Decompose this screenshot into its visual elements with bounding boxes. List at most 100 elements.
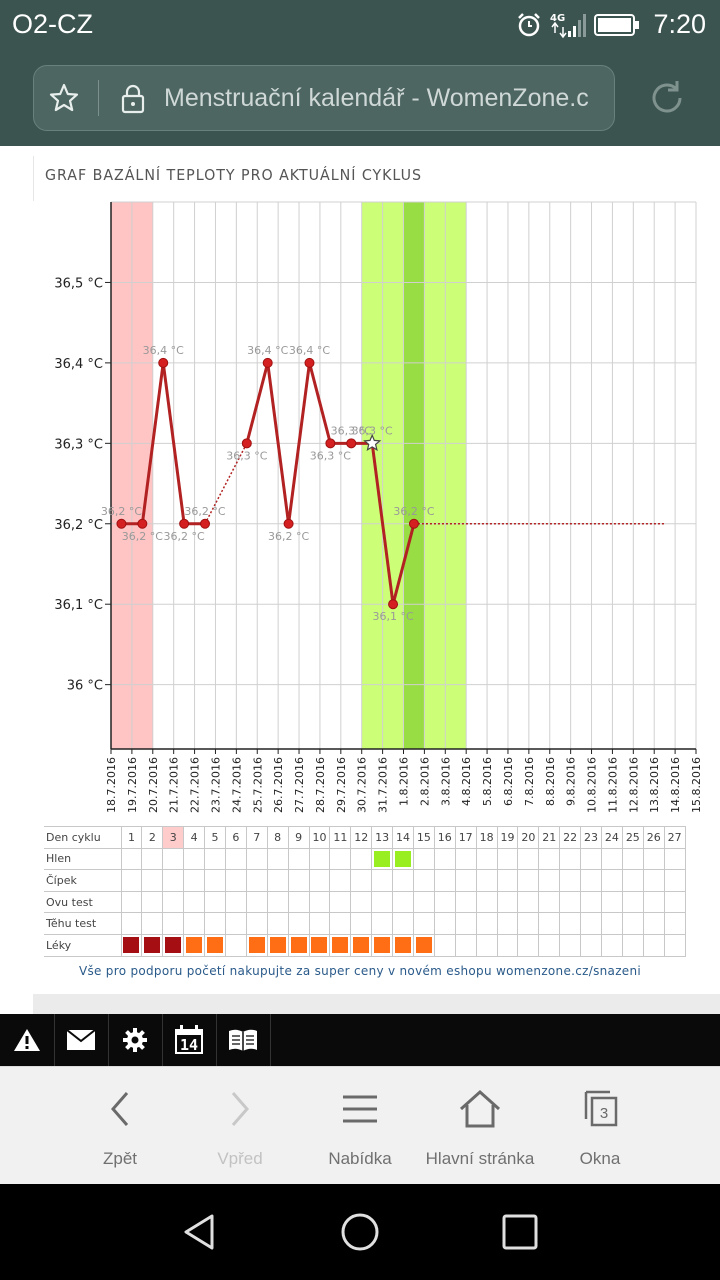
cycle-cell[interactable] [454,847,477,871]
cycle-cell[interactable] [120,890,143,914]
cycle-cell[interactable] [287,869,310,892]
cycle-cell[interactable] [580,912,602,935]
cycle-cell[interactable] [162,912,185,935]
cycle-cell[interactable] [475,933,498,957]
cycle-cell[interactable] [204,847,226,871]
cycle-cell[interactable] [642,933,665,957]
cycle-cell[interactable] [600,890,623,914]
cycle-cell[interactable] [392,890,414,914]
cycle-cell[interactable] [224,933,247,957]
cycle-cell[interactable] [475,847,498,871]
cycle-cell[interactable] [621,869,644,892]
cycle-cell[interactable] [621,890,644,914]
cycle-cell[interactable] [350,933,373,957]
cycle-cell[interactable] [224,912,247,935]
cycle-cell[interactable] [371,912,394,935]
cycle-cell[interactable] [329,869,352,892]
cycle-cell[interactable] [162,890,185,914]
cycle-cell[interactable] [308,933,331,957]
cycle-cell[interactable] [663,912,686,935]
cycle-cell[interactable] [454,890,477,914]
cycle-cell[interactable] [517,890,540,914]
cycle-cell[interactable] [600,869,623,892]
cycle-cell[interactable] [183,912,206,935]
cycle-cell[interactable] [183,847,206,871]
cycle-cell[interactable] [266,890,289,914]
cycle-cell[interactable] [496,847,519,871]
cycle-cell[interactable] [642,869,665,892]
cycle-cell[interactable] [266,869,289,892]
cycle-cell[interactable] [559,912,582,935]
system-home-icon[interactable] [336,1208,384,1256]
cycle-cell[interactable] [538,869,561,892]
cycle-cell[interactable] [141,890,164,914]
cycle-cell[interactable] [600,847,623,871]
cycle-cell[interactable] [287,890,310,914]
cycle-cell[interactable] [120,869,143,892]
cycle-cell[interactable] [245,933,268,957]
cycle-cell[interactable] [559,869,582,892]
cycle-cell[interactable] [559,890,582,914]
guide-button[interactable] [217,1014,269,1066]
cycle-cell[interactable] [287,912,310,935]
cycle-cell[interactable] [183,869,206,892]
cycle-cell[interactable] [559,933,582,957]
cycle-cell[interactable] [183,890,206,914]
cycle-cell[interactable] [245,847,268,871]
system-back-icon[interactable] [176,1208,224,1256]
cycle-cell[interactable] [287,933,310,957]
cycle-cell[interactable] [517,847,540,871]
cycle-cell[interactable] [496,933,519,957]
cycle-cell[interactable] [663,869,686,892]
messages-button[interactable] [55,1014,107,1066]
cycle-cell[interactable] [204,912,226,935]
cycle-cell[interactable] [141,869,164,892]
cycle-cell[interactable] [412,890,435,914]
cycle-cell[interactable] [621,847,644,871]
cycle-cell[interactable] [517,912,540,935]
cycle-cell[interactable] [204,890,226,914]
cycle-cell[interactable] [412,933,435,957]
cycle-cell[interactable] [496,890,519,914]
cycle-cell[interactable] [350,869,373,892]
cycle-cell[interactable] [120,847,143,871]
bookmark-star-icon[interactable] [48,82,80,114]
cycle-cell[interactable] [266,912,289,935]
cycle-cell[interactable] [141,847,164,871]
cycle-cell[interactable] [329,847,352,871]
cycle-cell[interactable] [475,869,498,892]
cycle-cell[interactable] [224,847,247,871]
cycle-cell[interactable] [162,847,185,871]
cycle-cell[interactable] [580,933,602,957]
cycle-cell[interactable] [433,869,456,892]
cycle-cell[interactable] [517,933,540,957]
cycle-cell[interactable] [245,890,268,914]
cycle-cell[interactable] [433,890,456,914]
home-button[interactable]: Hlavní stránka [410,1067,550,1185]
cycle-cell[interactable] [454,869,477,892]
cycle-cell[interactable] [308,847,331,871]
cycle-cell[interactable] [600,912,623,935]
cycle-cell[interactable] [162,933,185,957]
cycle-cell[interactable] [538,912,561,935]
forward-button[interactable]: Vpřed [170,1067,310,1185]
cycle-cell[interactable] [538,847,561,871]
cycle-cell[interactable] [204,933,226,957]
cycle-cell[interactable] [454,933,477,957]
system-recents-icon[interactable] [496,1208,544,1256]
cycle-cell[interactable] [371,890,394,914]
cycle-cell[interactable] [350,847,373,871]
cycle-cell[interactable] [496,869,519,892]
cycle-cell[interactable] [329,912,352,935]
cycle-cell[interactable] [475,912,498,935]
cycle-cell[interactable] [392,869,414,892]
back-button[interactable]: Zpět [50,1067,190,1185]
alert-button[interactable] [1,1014,53,1066]
cycle-cell[interactable] [412,912,435,935]
cycle-cell[interactable] [224,869,247,892]
cycle-cell[interactable] [224,890,247,914]
cycle-cell[interactable] [266,933,289,957]
cycle-cell[interactable] [621,912,644,935]
settings-button[interactable] [109,1014,161,1066]
cycle-cell[interactable] [642,847,665,871]
